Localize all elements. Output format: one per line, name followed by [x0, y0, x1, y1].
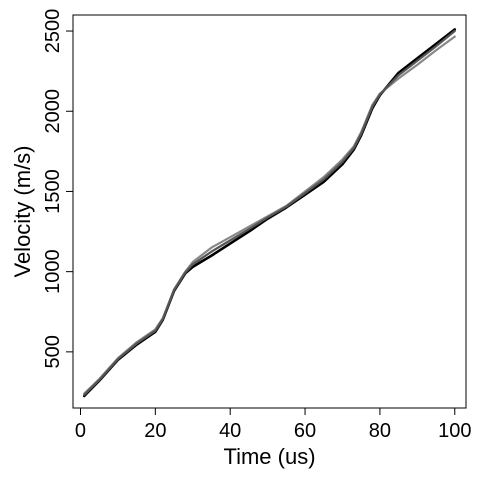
y-axis-title: Velocity (m/s) — [10, 145, 35, 277]
y-tick-label: 2000 — [42, 89, 64, 134]
x-tick-label: 0 — [75, 420, 86, 442]
x-tick-label: 100 — [438, 420, 471, 442]
x-tick-label: 20 — [144, 420, 166, 442]
y-tick-label: 2500 — [42, 9, 64, 54]
series-line-3 — [83, 29, 456, 396]
x-axis-ticks: 0 20 40 60 80 100 — [75, 408, 471, 442]
y-tick-label: 1500 — [42, 169, 64, 214]
x-axis-title: Time (us) — [223, 444, 315, 469]
y-tick-label: 500 — [42, 335, 64, 368]
x-tick-label: 60 — [294, 420, 316, 442]
series-layer — [82, 28, 457, 398]
x-tick-label: 80 — [369, 420, 391, 442]
y-axis-ticks: 500 1000 1500 2000 2500 — [42, 9, 73, 369]
x-tick-label: 40 — [219, 420, 241, 442]
plot-frame — [72, 14, 467, 409]
y-tick-label: 1000 — [42, 249, 64, 294]
